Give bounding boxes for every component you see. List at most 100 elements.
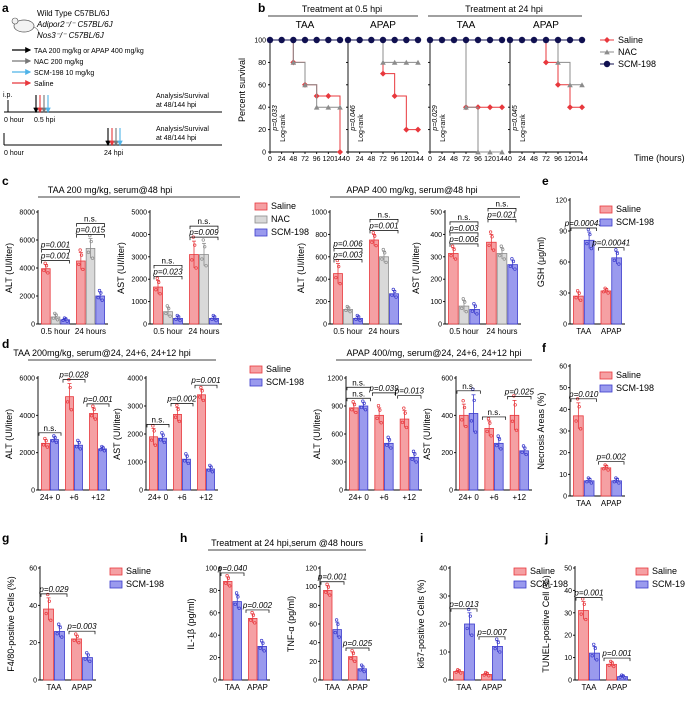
legend-label: SCM-198 [266, 377, 304, 387]
data-point [175, 403, 179, 407]
data-point [78, 248, 82, 252]
data-point [53, 311, 57, 316]
data-point [55, 318, 60, 322]
x-tick-label: 96 [474, 156, 482, 163]
data-point [487, 674, 491, 678]
data-point [495, 443, 499, 448]
data-point [210, 317, 214, 321]
data-point [262, 649, 266, 653]
data-point [414, 460, 418, 464]
significance-label: p=0.023 [152, 267, 183, 276]
legend-label: Saline [530, 566, 555, 576]
y-tick-label: 6000 [19, 238, 35, 245]
data-point [413, 452, 417, 456]
x-tick-label: 24+ 0 [459, 493, 480, 502]
panel-b-label: b [258, 1, 265, 15]
significance-bracket [345, 647, 370, 651]
survival-point-scm [578, 36, 586, 44]
survival-point-nac [302, 82, 308, 88]
y-tick-label: 30 [559, 429, 567, 436]
y-tick-label: 20 [258, 127, 266, 134]
data-point [348, 310, 352, 314]
y-tick-label: 0 [339, 488, 343, 495]
y-tick-label: 120 [555, 198, 567, 205]
mouse-icon [11, 17, 39, 36]
data-point [588, 232, 592, 237]
data-point [464, 310, 468, 314]
data-point [469, 419, 474, 423]
survival-point-scm [336, 36, 344, 44]
y-tick-label: 30 [564, 610, 572, 617]
data-point [88, 659, 92, 663]
data-point [328, 593, 332, 597]
logrank-label: Log-rank [520, 114, 527, 142]
y-axis-label: ALT (UI/liter) [312, 409, 322, 459]
data-point [363, 408, 368, 412]
y-tick-label: 1000 [127, 460, 143, 467]
data-point [468, 614, 472, 618]
significance-label: n.s. [84, 215, 97, 224]
significance-bracket [153, 275, 183, 280]
significance-label: n.s. [488, 408, 501, 417]
survival-point-saline [337, 149, 343, 155]
x-tick-label: 0 [268, 156, 272, 163]
x-tick-label: 72 [462, 156, 470, 163]
data-point [579, 612, 583, 616]
data-point [61, 318, 65, 323]
y-tick-label: 8000 [19, 210, 35, 217]
significance-label: n.s. [352, 389, 365, 398]
bar-scm-198 [74, 444, 83, 491]
x-tick-label: TAA [457, 683, 473, 692]
data-point [158, 292, 162, 296]
panel-b-group1: Treatment at 0.5 hpi [302, 4, 382, 14]
x-tick-label: TAA [225, 683, 241, 692]
significance-label: p=0.001 [40, 252, 70, 261]
y-tick-label: 0 [313, 678, 317, 685]
bar-chart-j-15: 0 10 20 30 40 50 TUNEL-positive Cell (%) TAA APA… [541, 566, 632, 693]
data-point [174, 317, 178, 321]
data-point [206, 468, 211, 472]
y-tick-label: 20 [29, 640, 37, 647]
x-tick-label: 96 [313, 156, 321, 163]
survival-point-scm [566, 36, 574, 44]
data-point [614, 248, 618, 252]
y-tick-label: 200 [430, 277, 442, 284]
y-tick-label: 60 [209, 610, 217, 617]
data-point [41, 443, 46, 447]
y-tick-label: 0 [143, 322, 147, 329]
data-point [51, 316, 56, 320]
data-point [359, 663, 364, 667]
bar-saline [71, 638, 82, 681]
data-point [43, 261, 47, 265]
panel-b: b Treatment at 0.5 hpi Treatment at 24 h… [237, 1, 685, 163]
data-point [154, 288, 158, 292]
data-point [57, 622, 61, 626]
significance-label: p=0.001 [368, 221, 398, 230]
y-tick-label: 200 [441, 450, 453, 457]
data-point [496, 640, 500, 645]
y-tick-label: 0 [568, 678, 572, 685]
y-tick-label: 400 [441, 413, 453, 420]
x-tick-label: 24 [518, 156, 526, 163]
data-point [185, 454, 189, 458]
survival-chart-2: APAP 0 24 48 72 96 120 144 p=0.046 Log-rank [344, 20, 424, 163]
significance-label: p=0.021 [486, 210, 516, 219]
data-point [482, 673, 486, 677]
x-tick-label: 0 [346, 156, 350, 163]
bar-scm-198 [583, 239, 595, 325]
survival-point-scm [356, 36, 363, 44]
significance-bracket [194, 384, 218, 389]
data-point [501, 247, 505, 252]
data-point [467, 607, 471, 612]
legend-swatch [635, 567, 649, 576]
y-tick-label: 60 [29, 566, 37, 573]
data-point [345, 304, 349, 309]
significance-bracket [397, 395, 422, 399]
y-tick-label: 40 [309, 640, 317, 647]
data-point [351, 651, 356, 656]
panel-d-title2: APAP 400/mg, serum@24, 24+6, 24+12 hpi [347, 348, 522, 358]
survival-point-scm [498, 36, 506, 44]
x-tick-label: APAP [72, 683, 93, 692]
